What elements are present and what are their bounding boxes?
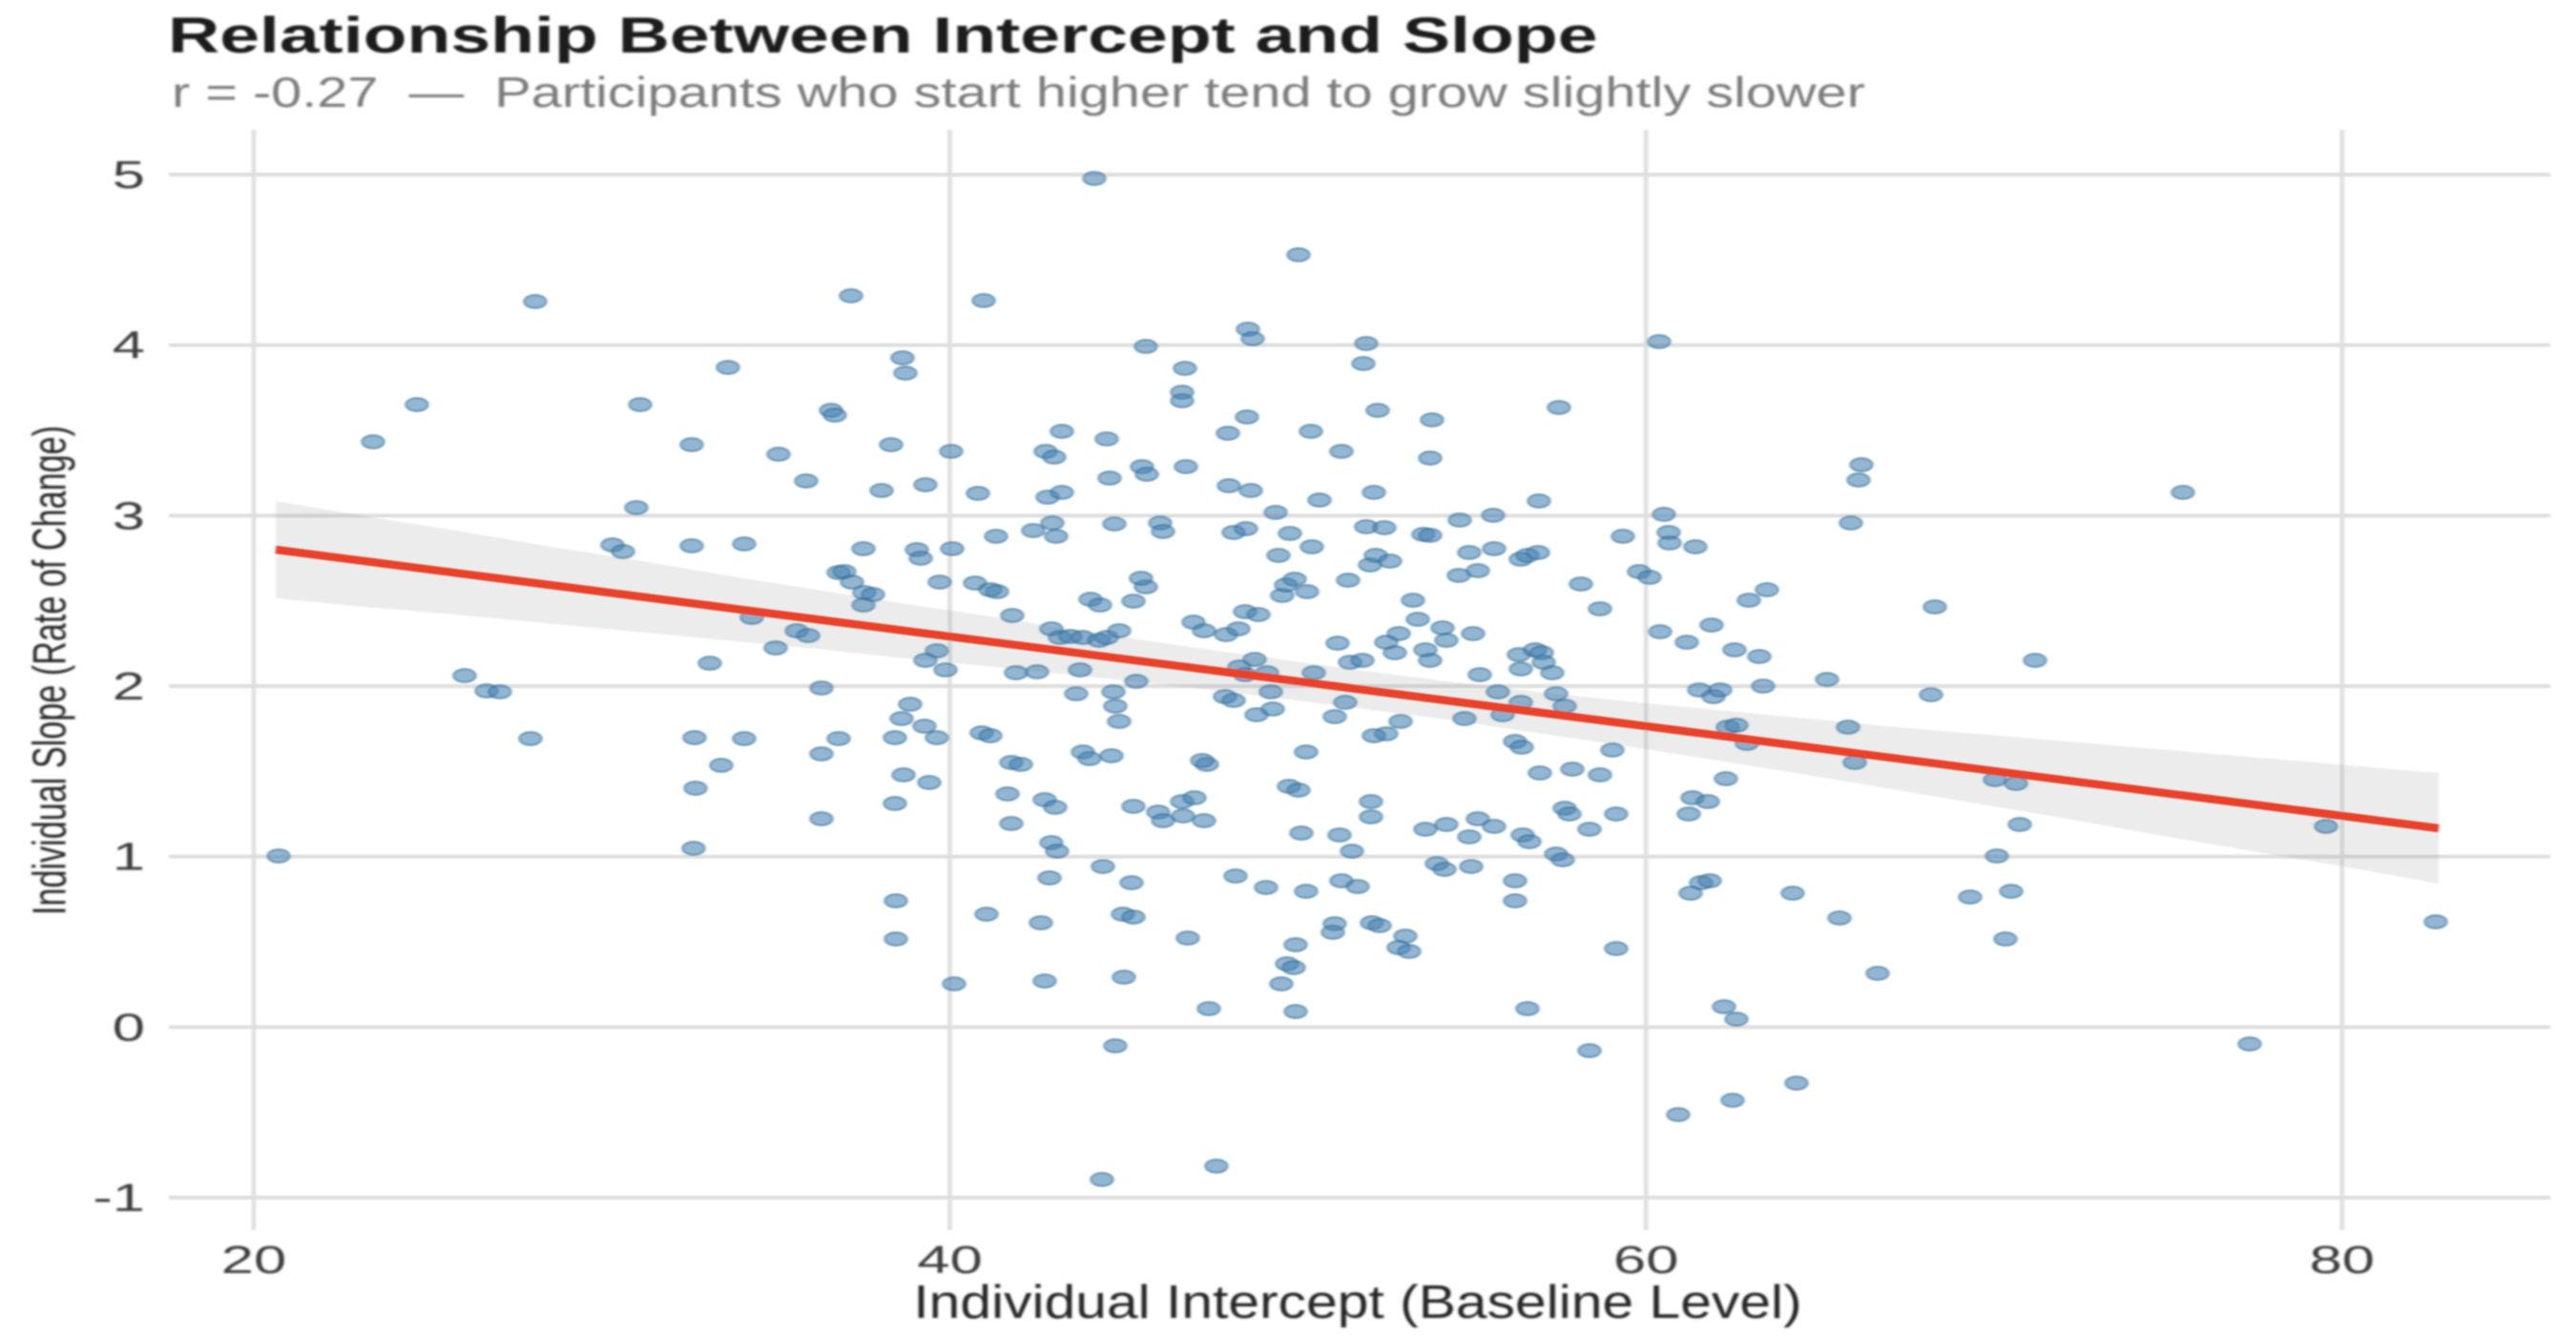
svg-text:60: 60 xyxy=(1613,1239,1678,1282)
svg-text:40: 40 xyxy=(917,1239,982,1282)
svg-text:Relationship Between Intercept: Relationship Between Intercept and Slope xyxy=(168,7,1598,64)
svg-text:3: 3 xyxy=(113,494,145,537)
svg-text:2: 2 xyxy=(113,665,145,708)
svg-text:Individual Slope (Rate of Chan: Individual Slope (Rate of Change) xyxy=(23,426,76,915)
svg-text:4: 4 xyxy=(113,324,145,367)
svg-text:80: 80 xyxy=(2310,1239,2375,1282)
svg-text:r = -0.27 — Participants who: r = -0.27 — Participants who start highe… xyxy=(172,68,1865,115)
svg-text:1: 1 xyxy=(113,836,145,879)
svg-text:-1: -1 xyxy=(93,1177,145,1220)
svg-text:0: 0 xyxy=(113,1006,145,1049)
svg-text:5: 5 xyxy=(113,154,145,197)
svg-text:20: 20 xyxy=(221,1239,286,1282)
svg-text:Individual Intercept (Baseline: Individual Intercept (Baseline Level) xyxy=(913,1277,1801,1328)
